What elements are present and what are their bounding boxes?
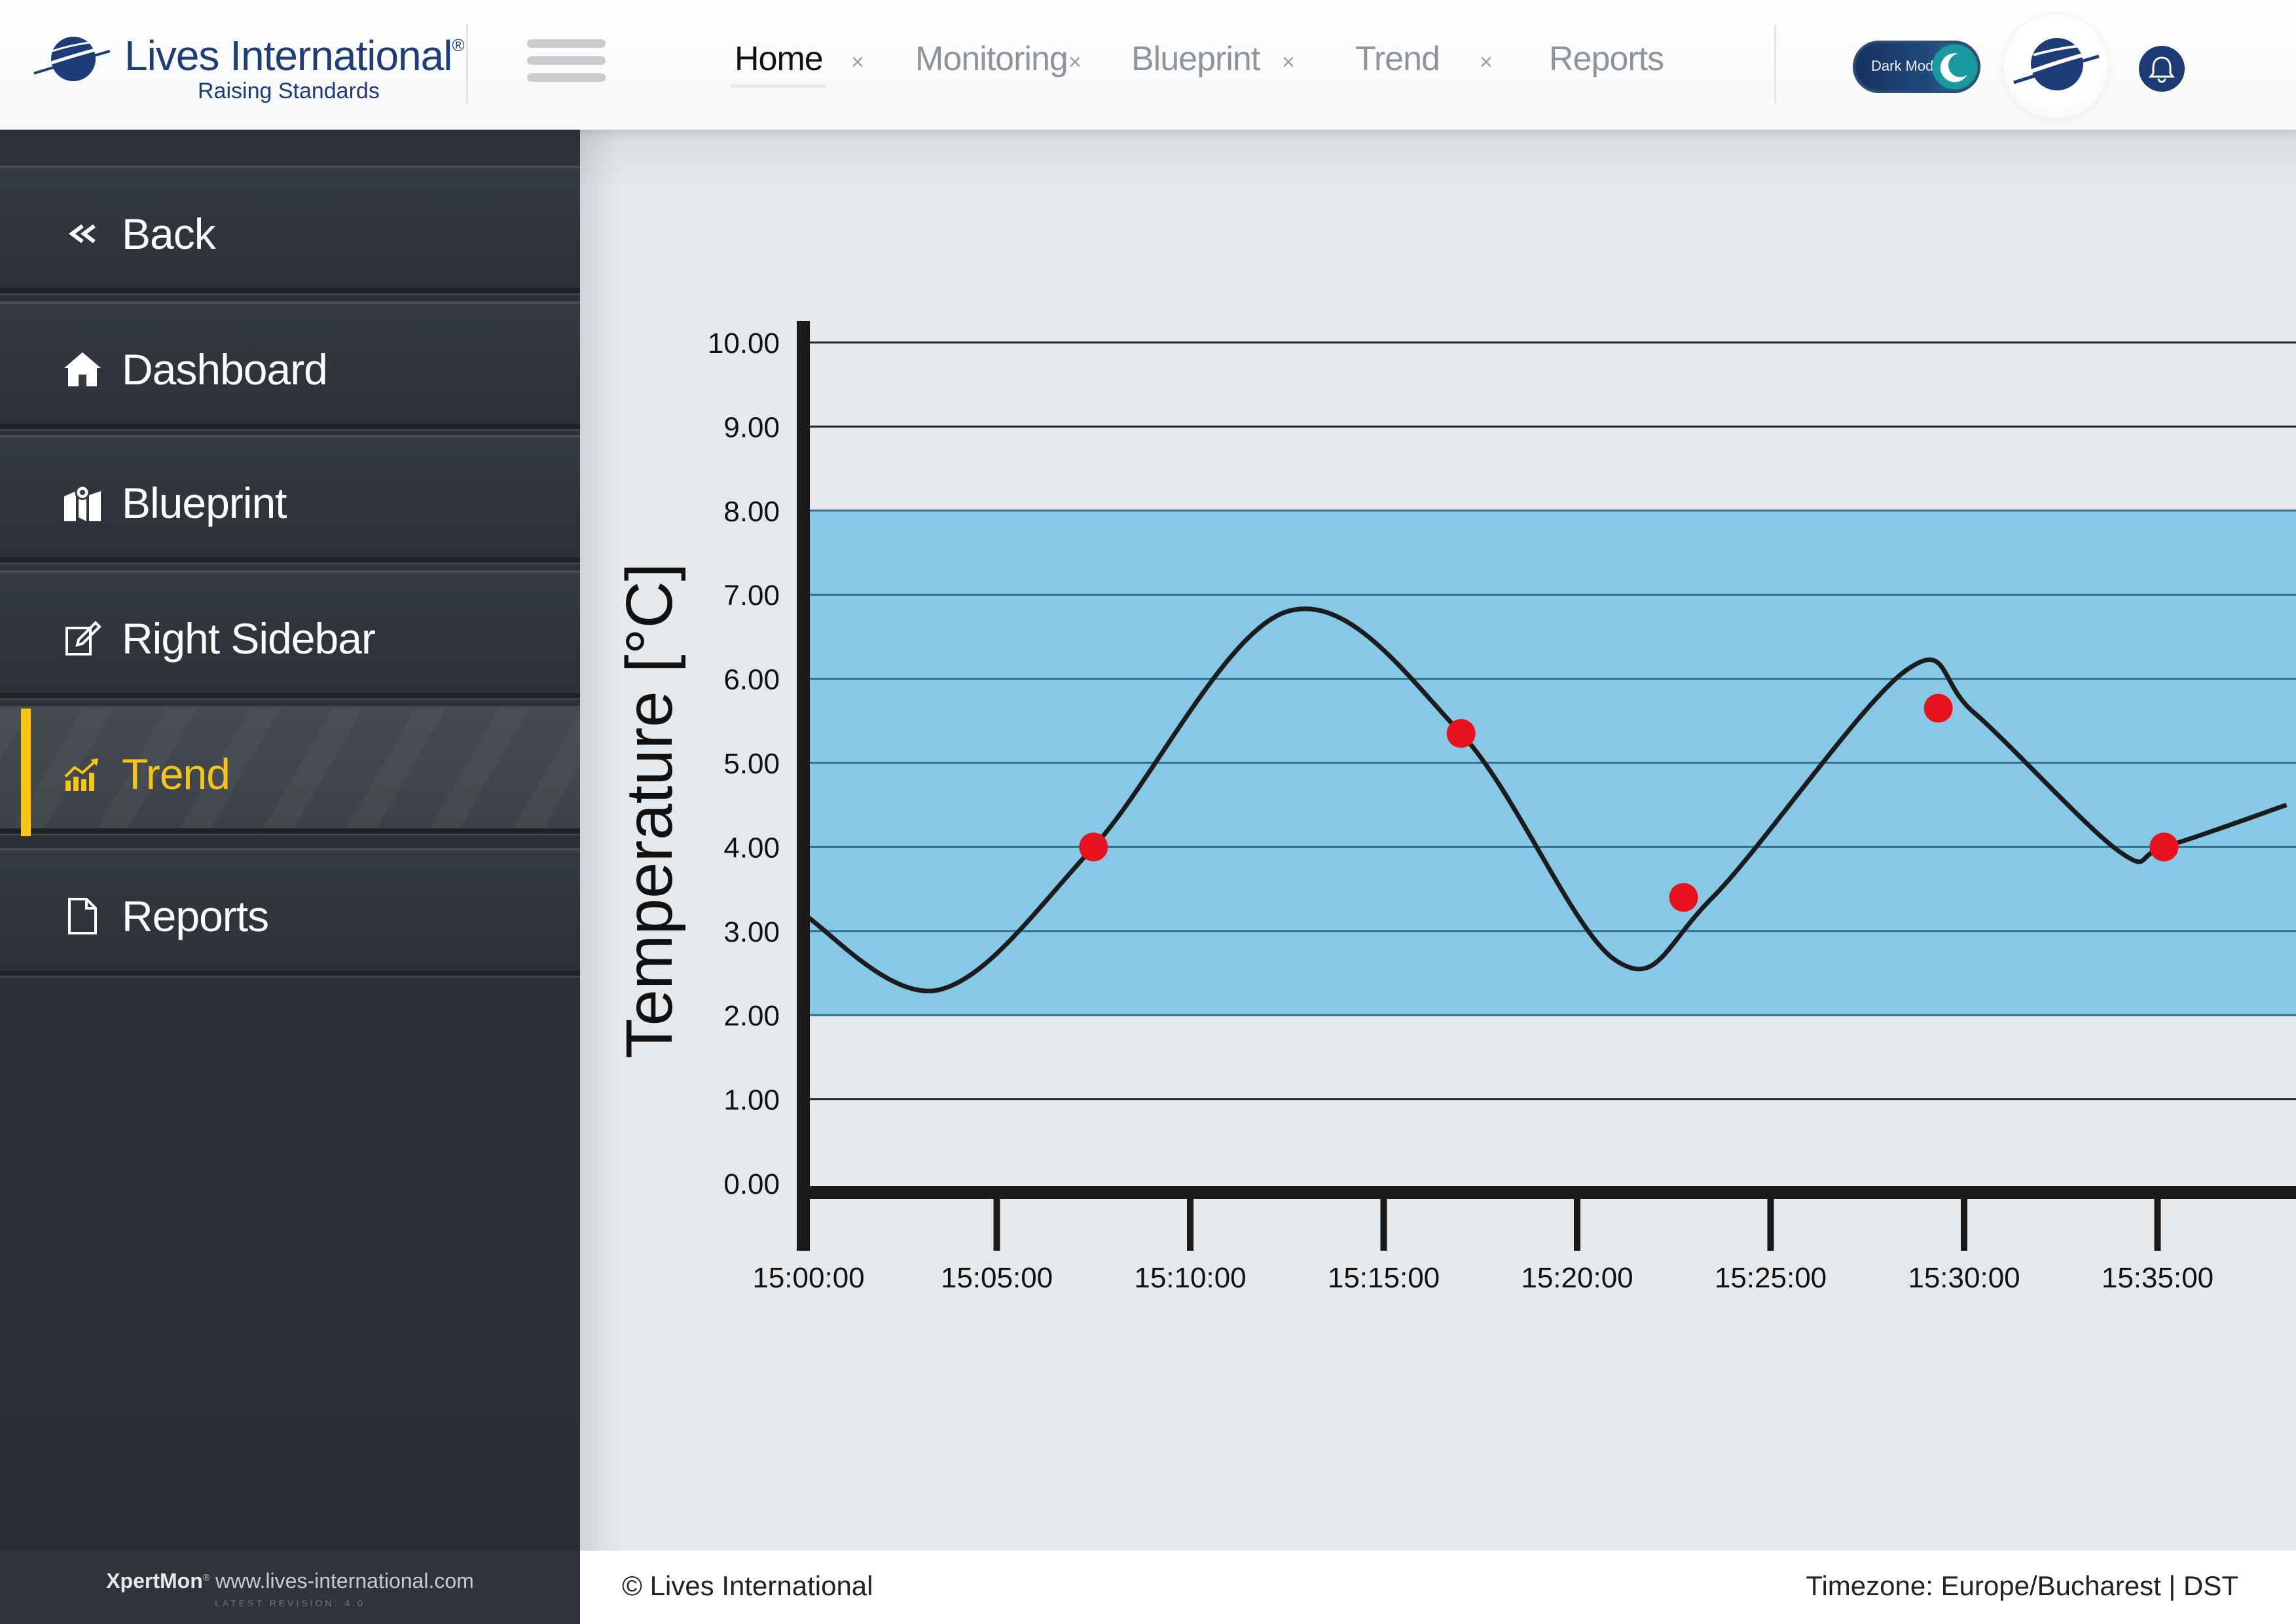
x-tick-label: 15:05:00 xyxy=(941,1262,1053,1294)
main-content: 0.00 1.00 2.00 3.00 4.00 5.00 6.00 7.00 8.00 9.00… xyxy=(580,130,2296,1551)
double-chevron-left-icon xyxy=(69,224,96,244)
map-pin-icon xyxy=(64,485,101,521)
sidebar-footer-brand: XpertMon® www.lives-international.com xyxy=(106,1569,474,1593)
y-axis-title: Temperature [°C] xyxy=(613,563,686,1059)
x-tick-label: 15:35:00 xyxy=(2102,1262,2214,1294)
sidebar-item-label: Right Sidebar xyxy=(122,614,376,663)
hamburger-menu-icon[interactable] xyxy=(527,39,606,92)
tab-close-icon[interactable]: × xyxy=(851,50,864,75)
y-tick-label: 8.00 xyxy=(723,496,780,528)
edit-icon xyxy=(65,621,101,655)
left-sidebar: Back Dashboard Blueprint R xyxy=(0,130,580,1551)
y-tick-label: 4.00 xyxy=(723,832,780,864)
sidebar-item-reports[interactable]: Reports xyxy=(0,848,580,976)
alarm-point-marker xyxy=(1079,832,1108,862)
y-tick-label: 0.00 xyxy=(723,1168,780,1200)
sidebar-item-back[interactable]: Back xyxy=(0,166,580,293)
tab-close-icon[interactable]: × xyxy=(1480,50,1493,75)
user-avatar[interactable] xyxy=(2003,14,2108,119)
tab-reports[interactable]: Reports xyxy=(1549,40,1664,78)
brand-logo[interactable]: Lives International® Raising Standards xyxy=(33,26,465,105)
footer-copyright: © Lives International xyxy=(622,1570,873,1601)
y-tick-label: 7.00 xyxy=(723,580,780,612)
sidebar-item-label: Dashboard xyxy=(122,345,328,394)
sidebar-item-label: Trend xyxy=(122,750,230,798)
x-tick-label: 15:20:00 xyxy=(1521,1262,1633,1294)
y-tick-label: 10.00 xyxy=(708,327,780,360)
brand-tagline: Raising Standards xyxy=(198,79,380,103)
sidebar-item-label: Back xyxy=(122,210,216,258)
header-divider xyxy=(1774,25,1776,103)
tab-home[interactable]: Home xyxy=(731,40,827,88)
trend-chart: 0.00 1.00 2.00 3.00 4.00 5.00 6.00 7.00 8.00 9.00… xyxy=(580,130,2296,1551)
top-header: Lives International® Raising Standards H… xyxy=(0,0,2296,130)
sidebar-footer: XpertMon® www.lives-international.com LA… xyxy=(0,1551,580,1624)
footer-timezone: Timezone: Europe/Bucharest | DST xyxy=(1806,1570,2238,1601)
home-icon xyxy=(64,352,101,386)
tab-close-icon[interactable]: × xyxy=(1282,50,1295,75)
alarm-point-marker xyxy=(1669,883,1698,912)
sidebar-item-label: Reports xyxy=(122,892,269,940)
sidebar-item-label: Blueprint xyxy=(122,479,287,527)
document-icon xyxy=(68,898,97,934)
dark-mode-toggle[interactable]: Dark Mode xyxy=(1853,41,1980,93)
tab-trend[interactable]: Trend xyxy=(1355,40,1440,78)
dark-mode-label: Dark Mode xyxy=(1871,58,1942,74)
sidebar-footer-revision: LATEST REVISION: 4.0 xyxy=(215,1598,365,1608)
active-indicator xyxy=(21,709,31,836)
x-tick-label: 15:25:00 xyxy=(1715,1262,1827,1294)
alarm-point-marker xyxy=(1446,719,1476,748)
trend-chart-svg: 0.00 1.00 2.00 3.00 4.00 5.00 6.00 7.00 8.00 9.00… xyxy=(613,321,2296,1294)
sidebar-item-dashboard[interactable]: Dashboard xyxy=(0,301,580,429)
y-tick-label: 5.00 xyxy=(723,748,780,780)
sidebar-item-trend[interactable]: Trend xyxy=(0,706,580,836)
sidebar-item-blueprint[interactable]: Blueprint xyxy=(0,435,580,563)
alarm-point-marker xyxy=(2149,832,2179,862)
tab-close-icon[interactable]: × xyxy=(1068,50,1082,75)
alarm-point-marker xyxy=(1923,693,1953,723)
x-tick-label: 15:00:00 xyxy=(752,1262,864,1294)
brand-name: Lives International® xyxy=(124,32,465,79)
footer-website-link[interactable]: www.lives-international.com xyxy=(215,1569,474,1593)
x-tick-label: 15:30:00 xyxy=(1908,1262,2020,1294)
header-divider xyxy=(466,25,468,103)
page-footer: © Lives International Timezone: Europe/B… xyxy=(580,1551,2296,1624)
globe-logo-icon xyxy=(33,37,111,81)
sidebar-item-right-sidebar[interactable]: Right Sidebar xyxy=(0,570,580,698)
globe-avatar-icon xyxy=(2013,38,2100,90)
temperature-series-line xyxy=(802,606,2287,993)
y-tick-label: 9.00 xyxy=(723,411,780,443)
x-tick-label: 15:15:00 xyxy=(1328,1262,1440,1294)
y-tick-label: 6.00 xyxy=(723,664,780,696)
tab-monitoring[interactable]: Monitoring xyxy=(915,40,1068,78)
x-tick-label: 15:10:00 xyxy=(1134,1262,1246,1294)
notification-bell-icon[interactable] xyxy=(2139,46,2185,92)
y-tick-label: 2.00 xyxy=(723,1000,780,1032)
y-tick-label: 1.00 xyxy=(723,1084,780,1116)
moon-icon xyxy=(1932,45,1977,89)
trend-chart-icon xyxy=(64,758,98,791)
tab-blueprint[interactable]: Blueprint xyxy=(1131,40,1260,78)
y-tick-label: 3.00 xyxy=(723,916,780,948)
